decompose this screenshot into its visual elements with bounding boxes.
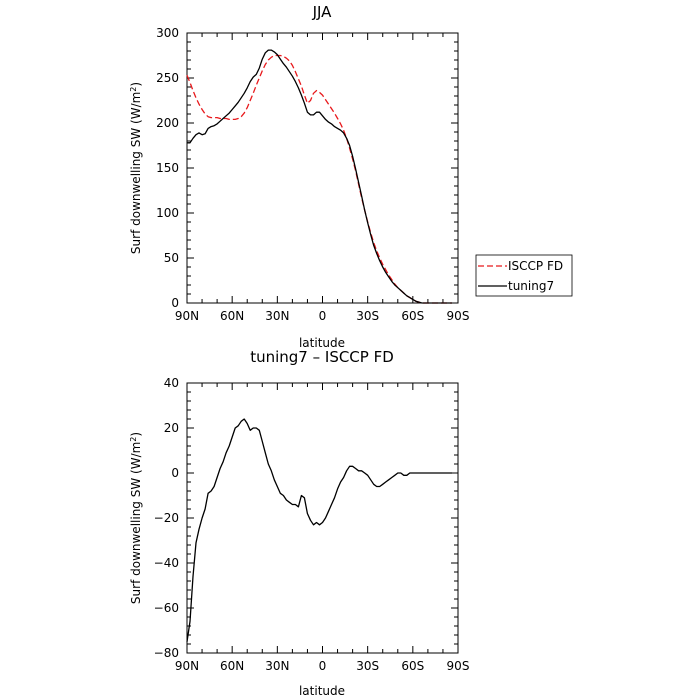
bottom-y-tick-label: −60 <box>154 601 179 615</box>
panel-bottom: tuning7 – ISCCP FD −80 −60 −40 −20 0 20 40 90N 6… <box>129 348 470 698</box>
bottom-x-tick-label: 60S <box>401 659 424 673</box>
top-x-tick-label: 90N <box>175 309 199 323</box>
bottom-y-axis-title: Surf downwelling SW (W/m2) <box>129 432 144 604</box>
bottom-series-line-difference <box>186 418 452 642</box>
legend-box <box>475 254 573 297</box>
top-y-tick-label: 200 <box>156 116 179 130</box>
legend-label-tuning7: tuning7 <box>508 279 554 293</box>
top-plot: 0 50 100 150 200 250 300 90N 60N 30N 0 30S 60S 90S <box>156 26 469 323</box>
legend-label-isccp: ISCCP FD <box>508 259 563 273</box>
top-y-axis-title: Surf downwelling SW (W/m2) <box>129 82 144 254</box>
top-y-tick-label: 100 <box>156 206 179 220</box>
bottom-y-tick-label: 0 <box>171 466 179 480</box>
top-y-tick-label: 150 <box>156 161 179 175</box>
top-plot-frame <box>186 32 459 304</box>
bottom-x-tick-label: 90S <box>447 659 470 673</box>
top-chart-title: JJA <box>312 3 333 21</box>
top-x-tick-label: 0 <box>319 309 327 323</box>
panel-top: JJA 0 50 100 150 200 250 300 90N 60N 30N 0 30S 60S 90… <box>129 3 470 350</box>
bottom-plot: −80 −60 −40 −20 0 20 40 90N 60N 30N 0 30S 60S 90S <box>154 376 470 673</box>
top-series-line-isccp-fd <box>186 54 452 304</box>
top-y-tick-label: 0 <box>171 296 179 310</box>
bottom-x-axis-title: latitude <box>299 684 345 698</box>
bottom-chart-title: tuning7 – ISCCP FD <box>250 348 394 366</box>
bottom-x-tick-label: 30N <box>265 659 289 673</box>
top-x-tick-label: 60S <box>401 309 424 323</box>
bottom-x-tick-label: 90N <box>175 659 199 673</box>
top-y-tick-label: 300 <box>156 26 179 40</box>
bottom-x-tick-label: 60N <box>220 659 244 673</box>
top-x-tick-label: 60N <box>220 309 244 323</box>
top-x-tick-label: 30N <box>265 309 289 323</box>
bottom-x-tick-label: 30S <box>356 659 379 673</box>
top-series-line-tuning7 <box>187 49 452 304</box>
top-y-tick-label: 50 <box>164 251 179 265</box>
top-x-tick-label: 90S <box>447 309 470 323</box>
bottom-y-tick-label: 40 <box>164 376 179 390</box>
bottom-y-tick-label: −80 <box>154 646 179 660</box>
bottom-y-tick-label: 20 <box>164 421 179 435</box>
bottom-plot-frame <box>186 382 459 654</box>
bottom-y-tick-label: −20 <box>154 511 179 525</box>
bottom-x-tick-label: 0 <box>319 659 327 673</box>
top-y-tick-label: 250 <box>156 71 179 85</box>
top-x-tick-label: 30S <box>356 309 379 323</box>
top-x-axis-title: latitude <box>299 336 345 350</box>
legend: ISCCP FD tuning7 <box>475 254 573 297</box>
bottom-y-tick-label: −40 <box>154 556 179 570</box>
